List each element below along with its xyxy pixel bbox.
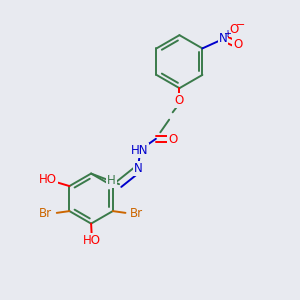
Text: O: O <box>168 133 178 146</box>
Text: HN: HN <box>131 144 148 157</box>
Text: Br: Br <box>39 207 52 220</box>
Text: O: O <box>230 23 239 36</box>
Text: HO: HO <box>83 234 101 247</box>
Text: N: N <box>219 32 227 46</box>
Text: O: O <box>175 94 184 107</box>
Text: Br: Br <box>130 207 143 220</box>
Text: H: H <box>107 174 116 187</box>
Text: −: − <box>236 20 245 30</box>
Text: O: O <box>233 38 243 51</box>
Text: HO: HO <box>39 173 57 186</box>
Text: N: N <box>134 162 142 175</box>
Text: +: + <box>223 29 231 39</box>
